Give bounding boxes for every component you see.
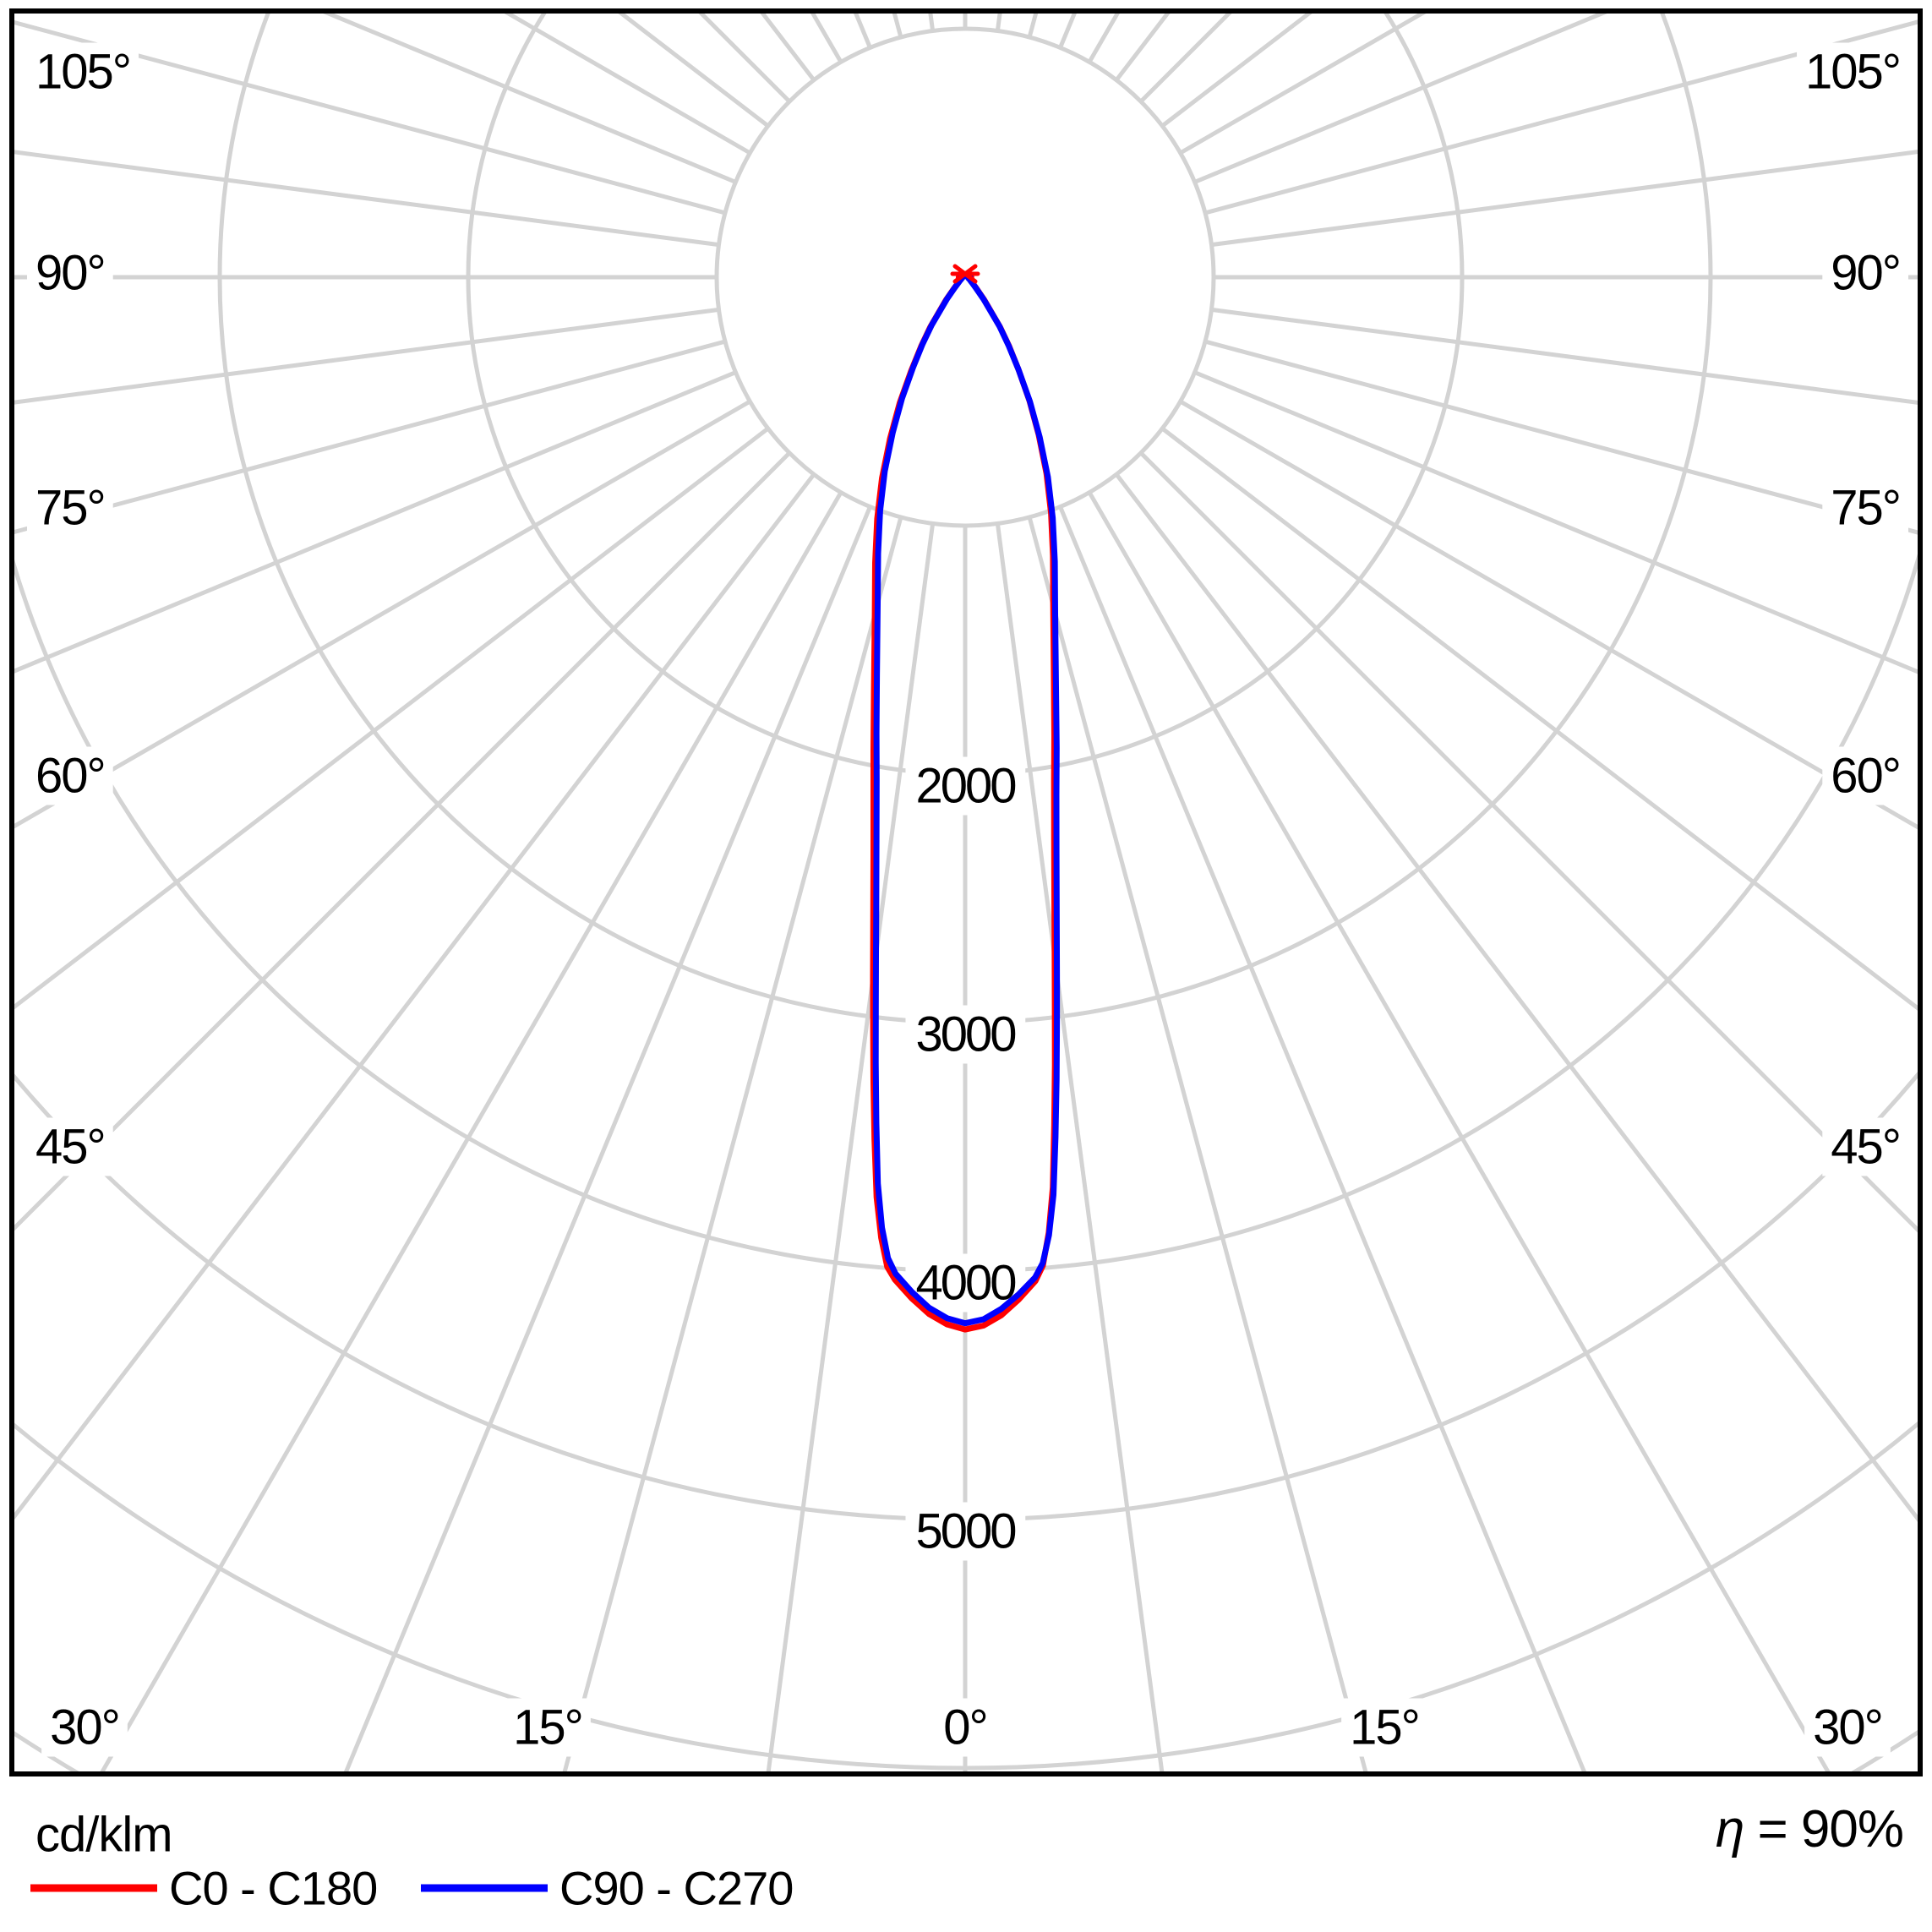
legend-label-c0-c180: C0 - C180 xyxy=(169,1862,377,1915)
grid-spoke-330 xyxy=(98,491,843,1775)
angle-label-right-60: 60° xyxy=(1831,749,1900,804)
angle-label-left-60-bg xyxy=(27,746,113,805)
angle-labels: 105° 105° 90° 90° 75° 75° 60° 60° 45° 45° 30° 15° 0°… xyxy=(27,42,1908,1757)
angle-label-bottom-3-15-bg xyxy=(1341,1698,1427,1757)
grid-spoke-52.5 xyxy=(1160,426,1918,1011)
angle-label-right-90-bg xyxy=(1822,243,1908,303)
grid-spoke-15 xyxy=(1027,516,1369,1775)
angle-label-bottom-2-0-bg xyxy=(935,1698,996,1757)
angle-label-bottom-1-15: 15° xyxy=(513,1700,582,1755)
grid-spoke-337.5 xyxy=(342,505,872,1775)
ring-label-3000: 3000 xyxy=(915,1007,1015,1062)
grid-spoke-60 xyxy=(1179,399,1918,830)
grid-spoke-307.5 xyxy=(14,426,770,1010)
angle-label-right-45: 45° xyxy=(1831,1120,1900,1175)
angle-label-right-45-bg xyxy=(1822,1117,1908,1176)
grid-spoke-30 xyxy=(1087,491,1832,1775)
ring-label-3000-bg xyxy=(905,1005,1026,1064)
ring-label-2000: 2000 xyxy=(915,759,1015,814)
efficiency-label: η = 90% xyxy=(1716,1800,1903,1858)
grid-spoke-300 xyxy=(14,399,751,829)
angle-label-bottom-4-30: 30° xyxy=(1813,1700,1882,1755)
grid-spoke-345 xyxy=(561,516,903,1775)
angle-label-left-90-bg xyxy=(27,243,113,303)
angle-label-right-90: 90° xyxy=(1831,246,1900,301)
angle-label-left-105: 105° xyxy=(35,45,130,100)
ring-label-5000: 5000 xyxy=(915,1504,1015,1559)
angle-label-right-105-bg xyxy=(1797,42,1908,101)
grid-spoke-247.5 xyxy=(323,14,737,184)
legend-label-c90-c270: C90 - C270 xyxy=(559,1862,793,1915)
angle-label-left-90: 90° xyxy=(35,246,105,301)
ring-labels: 2000 3000 4000 5000 xyxy=(905,756,1026,1561)
angle-label-bottom-1-15-bg xyxy=(505,1698,591,1757)
angle-label-bottom-2-0: 0° xyxy=(943,1700,986,1755)
ring-label-5000-bg xyxy=(905,1502,1026,1561)
ring-label-4000: 4000 xyxy=(915,1256,1015,1311)
grid-spoke-292.5 xyxy=(14,370,737,674)
grid-spoke-277.5 xyxy=(14,307,719,405)
legend: cd/klm C0 - C180 C90 - C270 η = 90% xyxy=(30,1800,1904,1915)
intensity-curves xyxy=(870,273,1061,1333)
grid-spoke-82.5 xyxy=(1211,307,1918,405)
grid-spoke-285 xyxy=(14,339,726,535)
grid-spoke-255 xyxy=(14,19,726,216)
peak-marker-icon xyxy=(950,264,980,284)
angle-label-bottom-4-30-bg xyxy=(1804,1698,1891,1757)
angle-label-bottom-3-15: 15° xyxy=(1350,1700,1419,1755)
grid-spoke-352.5 xyxy=(766,523,936,1775)
grid-spoke-75 xyxy=(1204,339,1918,535)
angle-label-right-75: 75° xyxy=(1831,481,1900,536)
grid-spoke-105 xyxy=(1204,19,1918,216)
grid-spoke-322.5 xyxy=(14,472,816,1520)
angle-label-left-60: 60° xyxy=(35,749,105,804)
grid-spoke-45 xyxy=(1139,451,1918,1233)
grid-spoke-67.5 xyxy=(1193,370,1918,674)
unit-label: cd/klm xyxy=(35,1808,172,1863)
plot-frame xyxy=(9,8,1923,1776)
peak-marker-stroke-2 xyxy=(952,264,978,284)
angle-label-left-105-bg xyxy=(27,42,139,101)
grid-spoke-112.5 xyxy=(1193,14,1607,184)
grid-spoke-22.5 xyxy=(1058,505,1588,1775)
angle-label-left-45: 45° xyxy=(35,1120,105,1175)
efficiency-value: = 90% xyxy=(1744,1800,1903,1858)
grid-spoke-7.5 xyxy=(995,523,1165,1775)
angle-label-right-60-bg xyxy=(1822,746,1908,805)
grid-spoke-97.5 xyxy=(1211,150,1918,248)
angle-label-bottom-0-30: 30° xyxy=(50,1700,119,1755)
angle-label-right-75-bg xyxy=(1822,478,1908,538)
grid-spoke-37.5 xyxy=(1114,472,1918,1522)
angle-label-left-75: 75° xyxy=(35,481,105,536)
angle-label-left-75-bg xyxy=(27,478,113,538)
grid-spoke-315 xyxy=(14,451,791,1231)
angle-label-right-105: 105° xyxy=(1805,45,1900,100)
curve-c90-c270 xyxy=(872,273,1061,1327)
angle-label-bottom-0-30-bg xyxy=(41,1698,128,1757)
angle-label-left-45-bg xyxy=(27,1117,113,1176)
ring-label-2000-bg xyxy=(905,756,1026,816)
efficiency-symbol: η xyxy=(1716,1800,1744,1858)
grid-spoke-262.5 xyxy=(14,150,719,248)
